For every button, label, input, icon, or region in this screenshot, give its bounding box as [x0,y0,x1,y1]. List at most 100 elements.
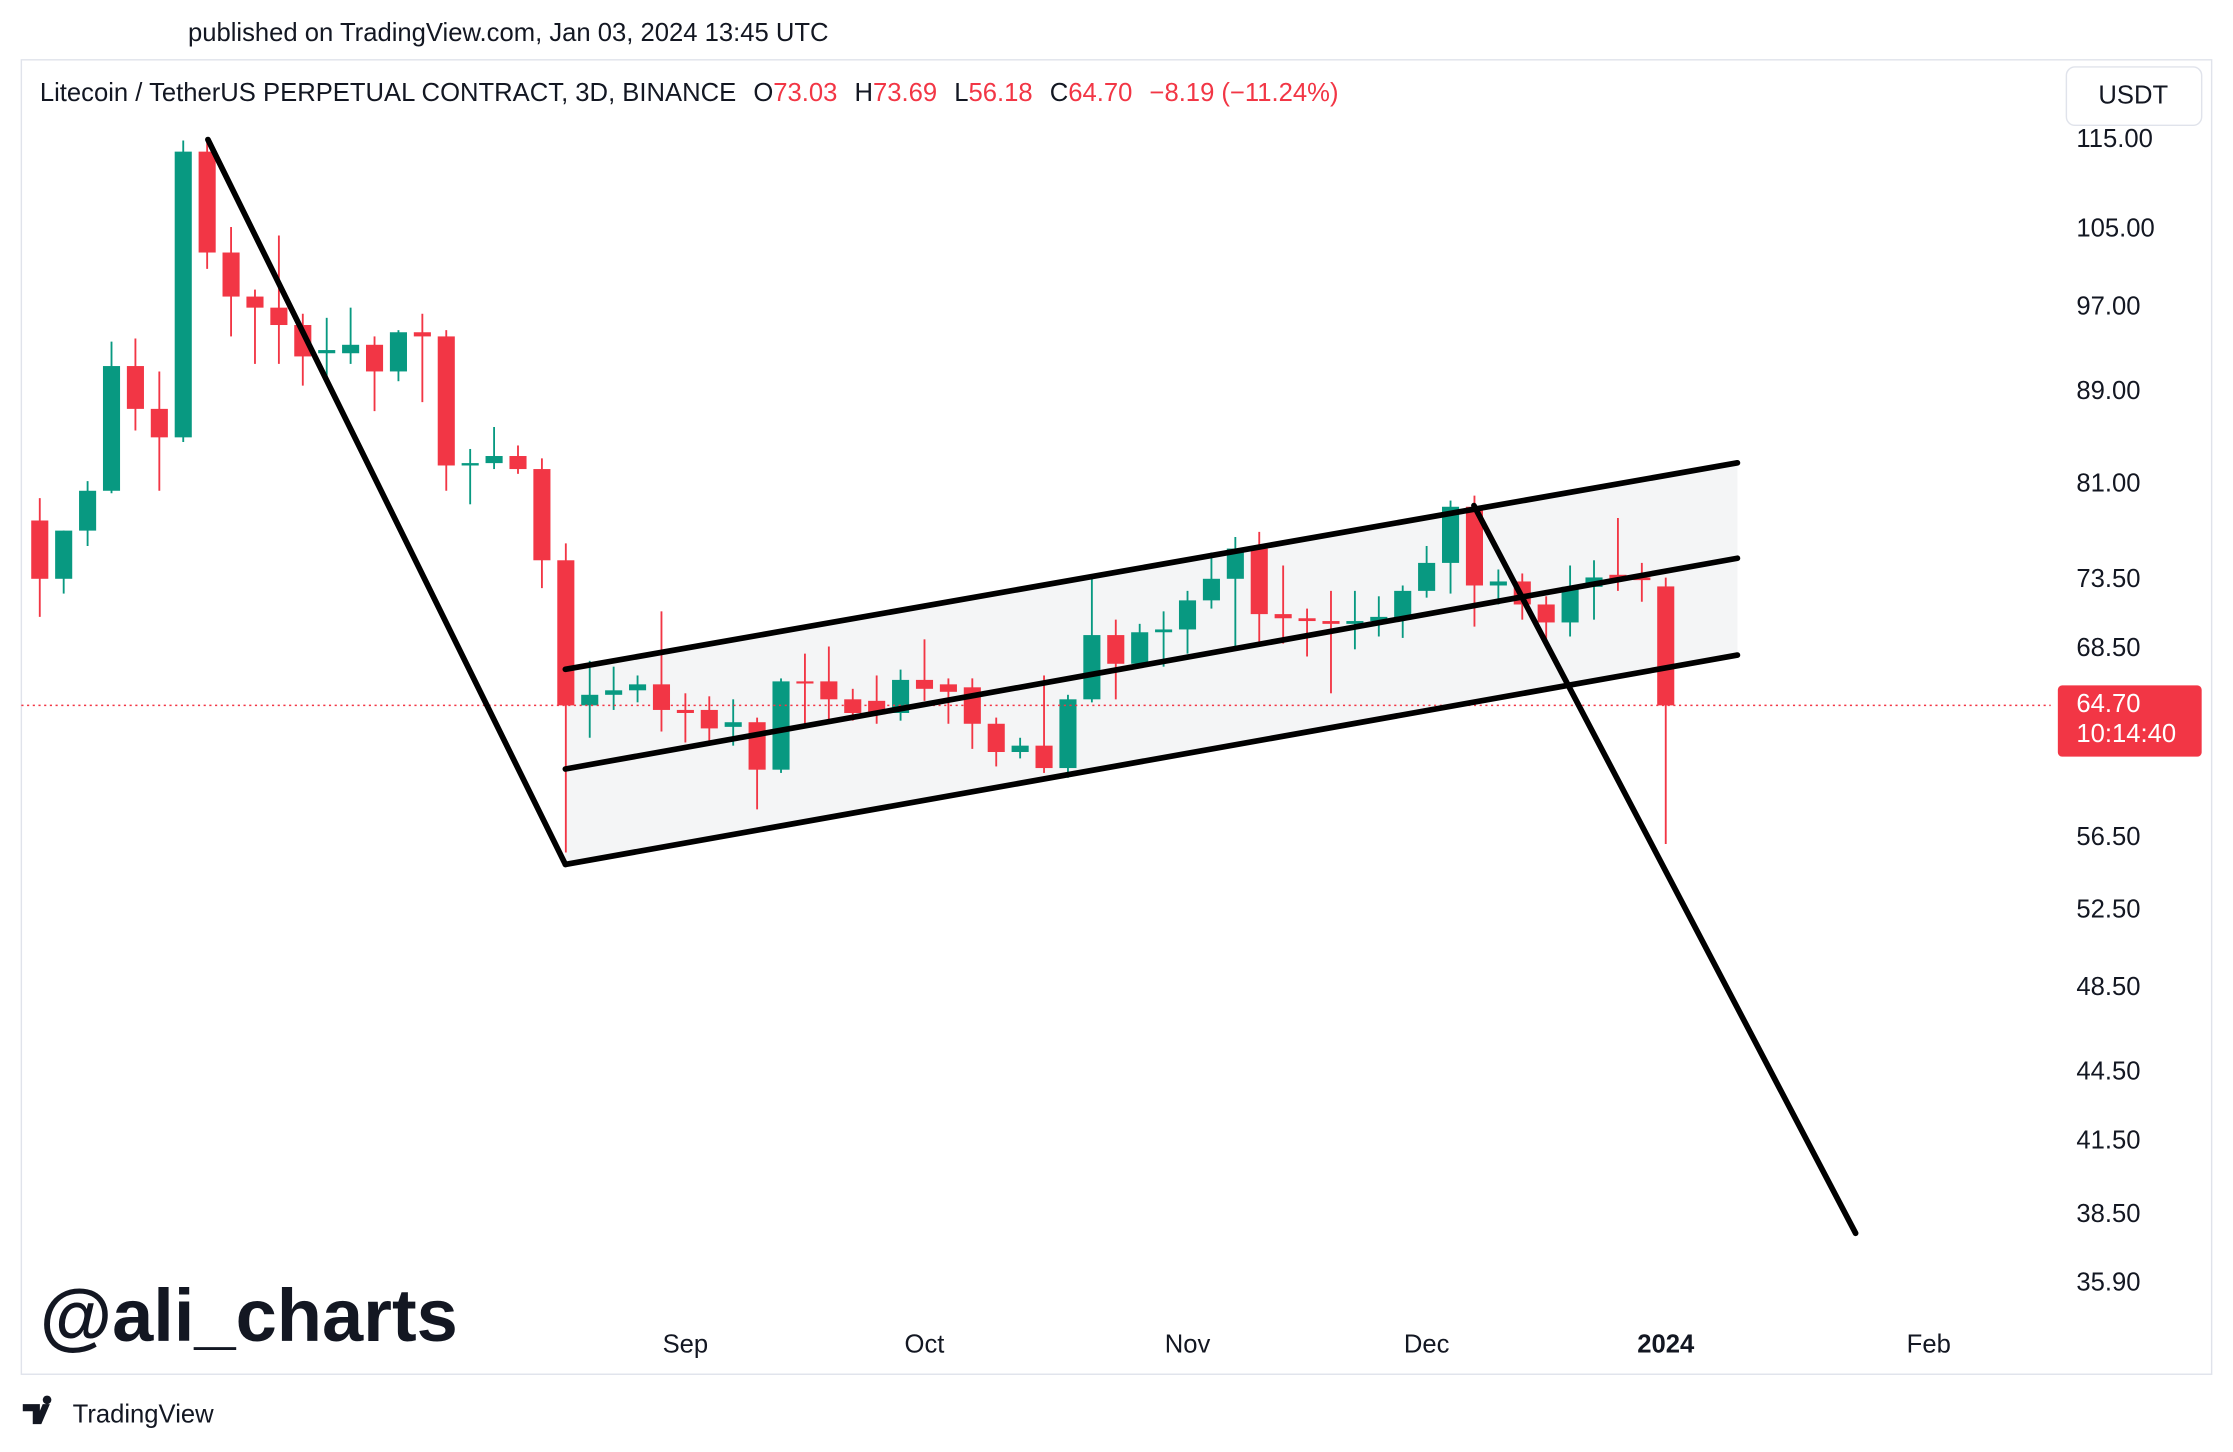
candle-body [581,694,599,706]
legend-value: 73.03 [773,79,837,107]
candle-body [652,684,671,710]
legend-value: 56.18 [969,79,1033,107]
candle-body [1202,578,1220,601]
legend-label: O [753,79,773,107]
y-tick-label: 115.00 [2076,125,2152,153]
candle-body [1346,621,1364,624]
legend-value: 73.69 [873,79,937,107]
chart-legend: Litecoin / TetherUS PERPETUAL CONTRACT, … [40,79,1339,107]
x-tick-label: 2024 [1637,1331,1695,1359]
y-tick-label: 41.50 [2076,1126,2140,1154]
candle-body [55,530,73,579]
legend-value: 64.70 [1068,79,1132,107]
change: −8.19 (−11.24%) [1149,79,1338,107]
candle-body [1274,614,1292,619]
candle-body [772,681,790,770]
candle-body [1561,586,1579,623]
candle-body [1083,635,1101,700]
candle-body [1011,745,1029,753]
channel-middle [562,555,1741,772]
y-tick-label: 48.50 [2076,973,2140,1001]
candle-body [1155,629,1173,633]
y-tick-label: 81.00 [2076,469,2140,497]
candle-body [485,456,503,464]
candle-body [1370,616,1388,622]
candle-body [1441,506,1460,563]
footer: TradingView [73,1400,215,1428]
candle-body [724,722,742,727]
last-price-label: 64.70 [2076,690,2140,718]
candle-body [79,490,97,531]
candle-body [1418,562,1436,591]
candle-body [389,332,407,372]
candle-body [1465,506,1483,586]
candle-body [198,151,216,253]
symbol-title: Litecoin / TetherUS PERPETUAL CONTRACT, … [40,79,736,107]
candle-body [294,325,312,357]
legend-label: C [1050,79,1069,107]
x-tick-label: Sep [663,1331,709,1359]
candle-body [605,690,623,695]
candle-body [437,336,455,466]
candle-body [461,463,479,466]
candle-body [557,560,575,706]
y-tick-label: 68.50 [2076,634,2140,662]
candle-body [1107,635,1125,664]
candle-body [1394,590,1412,620]
trendline [205,136,569,868]
trendlines [205,136,1859,1237]
candle-body [1657,586,1675,706]
candle-body [1226,548,1244,579]
candle-body [987,723,1005,753]
x-tick-label: Dec [1404,1331,1450,1359]
y-tick-label: 44.50 [2076,1058,2140,1086]
candle-body [31,520,49,579]
candle-body [102,366,121,491]
currency[interactable]: USDT [2098,82,2168,110]
currency-button[interactable] [2065,66,2203,127]
candle-body [629,684,647,691]
marks [21,140,2051,853]
candle-body [820,681,838,700]
candle-body [365,344,384,372]
y-tick-label: 35.90 [2076,1269,2140,1297]
candle-body [533,469,551,561]
candle-body [1059,699,1077,769]
candle-body [748,722,766,770]
y-tick-label: 89.00 [2076,377,2140,405]
candle-body [1250,548,1268,615]
tradingview-logo: TradingView [22,1395,215,1428]
x-tick-label: Feb [1907,1331,1951,1359]
candle-body [1537,604,1555,623]
candle-body [1489,581,1507,586]
candle-body [174,151,192,438]
channel-upper [562,459,1741,673]
candle-body [222,252,240,297]
logo-icon [22,1395,52,1425]
x-tick-label: Nov [1165,1331,1211,1359]
candle-body [1609,574,1627,579]
candle-body [1131,632,1149,664]
candle-body [509,456,527,470]
candle-body [1633,577,1651,581]
candle-body [1322,621,1340,624]
candle-body [1035,745,1053,769]
projection-line [1471,502,1859,1237]
candle-body [700,709,718,729]
candle-body [246,296,264,308]
candle-body [1298,618,1316,622]
candle-body [270,307,288,326]
candle-body [915,679,934,689]
candle-body [676,709,694,713]
y-tick-label: 52.50 [2076,895,2140,923]
published-note: published on TradingView.com, Jan 03, 20… [188,19,829,47]
candle-body [1178,600,1197,630]
channel-lower [562,652,1741,868]
candle-body [318,350,336,354]
watermark: @ali_charts [40,1274,458,1357]
y-tick-label: 105.00 [2076,215,2154,243]
y-tick-label: 97.00 [2076,292,2140,320]
last-price-badge [2057,685,2202,757]
frame [20,59,2213,1375]
